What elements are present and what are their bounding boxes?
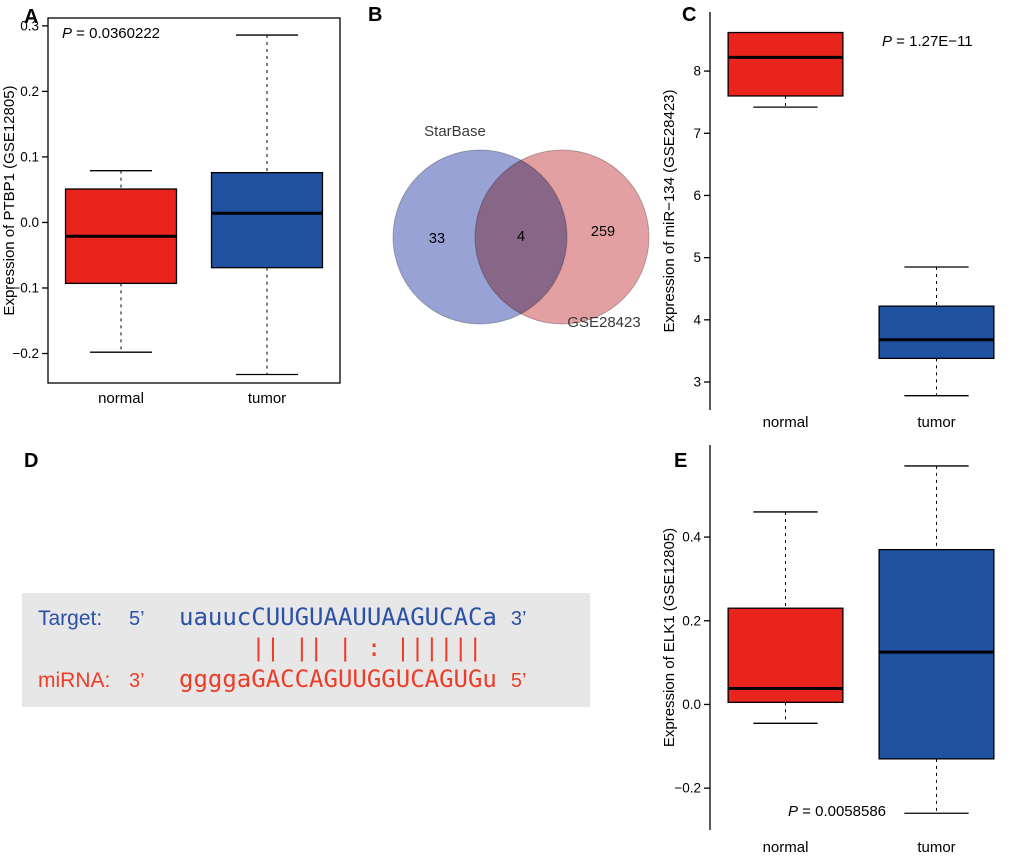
y-tick-label: 0.3 xyxy=(20,18,39,33)
mirna-5prime: 5’ xyxy=(510,670,527,692)
venn-label-starbase: StarBase xyxy=(424,123,486,140)
category-label: normal xyxy=(763,839,809,856)
category-label: tumor xyxy=(917,839,955,856)
y-tick-label: 6 xyxy=(693,188,701,203)
category-label: normal xyxy=(763,414,809,431)
venn-diagram: StarBase GSE28423 33 4 259 xyxy=(392,123,650,331)
panel-e-boxplot: 0.4 0.2 0.0 −0.2 Expression of ELK1 (GSE1280… xyxy=(660,430,1020,861)
target-sequence: uauucCUUGUAAUUAAGUCACa xyxy=(179,603,497,631)
y-axis-title: Expression of ELK1 (GSE12805) xyxy=(661,528,678,747)
venn-label-gse28423: GSE28423 xyxy=(567,314,640,331)
box-tumor xyxy=(878,266,995,397)
iqr-box xyxy=(727,31,844,97)
plot-frame xyxy=(47,17,341,384)
iqr-box xyxy=(878,548,995,760)
base-pairing-bars: || || | : |||||| xyxy=(179,634,497,662)
y-tick-label: 0.2 xyxy=(682,613,701,628)
box-normal xyxy=(64,170,178,353)
mir134-boxplot-chart: 8 7 6 5 4 3 Expression of miR−134 (GSE28423) no… xyxy=(661,12,995,431)
y-tick-label: 0.0 xyxy=(20,215,39,230)
target-label: Target: xyxy=(38,607,103,630)
y-tick-label: 8 xyxy=(693,64,701,79)
mirna-row: miRNA: 3’ ggggaGACCAGUUGGUCAGUGu 5’ xyxy=(22,665,590,696)
venn-count-gse28423-only: 259 xyxy=(591,224,615,240)
box-tumor xyxy=(878,465,995,814)
iqr-box xyxy=(727,607,844,704)
category-label: tumor xyxy=(917,414,955,431)
venn-circle-gse28423 xyxy=(474,149,650,325)
y-tick-label: 4 xyxy=(693,312,701,327)
panel-b-venn: StarBase GSE28423 33 4 259 xyxy=(358,0,660,432)
y-tick-label: 0.4 xyxy=(682,530,701,545)
y-tick-label: −0.2 xyxy=(12,346,39,361)
y-tick-label: −0.2 xyxy=(674,781,701,796)
iqr-box xyxy=(878,305,995,360)
ptbp1-boxplot-chart: 0.3 0.2 0.1 0.0 −0.1 −0.2 Expression of PTBP1 … xyxy=(1,17,341,407)
mirna-target-alignment: Target: 5’ uauucCUUGUAAUUAAGUCACa 3’ || … xyxy=(22,593,590,707)
category-label: tumor xyxy=(248,390,286,407)
y-axis-title: Expression of PTBP1 (GSE12805) xyxy=(1,85,18,315)
panel-c-boxplot: 8 7 6 5 4 3 Expression of miR−134 (GSE28423) no… xyxy=(660,0,1020,432)
mirna-label: miRNA: xyxy=(38,669,111,692)
p-value-annotation: P = 0.0058586 xyxy=(788,803,886,820)
panel-label-d: D xyxy=(24,450,39,472)
y-tick-label: 0.2 xyxy=(20,84,39,99)
mirna-sequence: ggggaGACCAGUUGGUCAGUGu xyxy=(179,665,497,693)
category-label: normal xyxy=(98,390,144,407)
target-3prime: 3’ xyxy=(510,608,527,630)
panel-label-e: E xyxy=(674,450,688,472)
iqr-box xyxy=(210,171,324,269)
y-tick-label: 5 xyxy=(693,250,701,265)
p-value-annotation: P = 0.0360222 xyxy=(62,25,160,42)
box-normal xyxy=(727,511,844,724)
y-axis-title: Expression of miR−134 (GSE28423) xyxy=(661,89,678,332)
mirna-3prime: 3’ xyxy=(129,670,145,692)
p-value-annotation: P = 1.27E−11 xyxy=(882,33,973,50)
venn-count-overlap: 4 xyxy=(517,229,525,245)
box-normal xyxy=(727,31,844,108)
pairing-row: || || | : |||||| xyxy=(22,634,590,665)
y-tick-label: −0.1 xyxy=(12,280,39,295)
target-5prime: 5’ xyxy=(129,608,145,630)
y-tick-label: 3 xyxy=(693,375,701,390)
panel-label-b: B xyxy=(368,4,383,26)
panel-label-a: A xyxy=(24,6,39,28)
y-tick-label: 0.0 xyxy=(682,697,701,712)
y-tick-label: 7 xyxy=(693,126,701,141)
venn-count-starbase-only: 33 xyxy=(429,231,445,247)
box-tumor xyxy=(210,34,324,376)
y-tick-label: 0.1 xyxy=(20,149,39,164)
elk1-boxplot-chart: 0.4 0.2 0.0 −0.2 Expression of ELK1 (GSE1280… xyxy=(661,445,995,856)
target-row: Target: 5’ uauucCUUGUAAUUAAGUCACa 3’ xyxy=(22,603,590,634)
panel-a-boxplot: 0.3 0.2 0.1 0.0 −0.1 −0.2 Expression of PTBP1 … xyxy=(0,0,358,432)
panel-label-c: C xyxy=(682,4,697,26)
